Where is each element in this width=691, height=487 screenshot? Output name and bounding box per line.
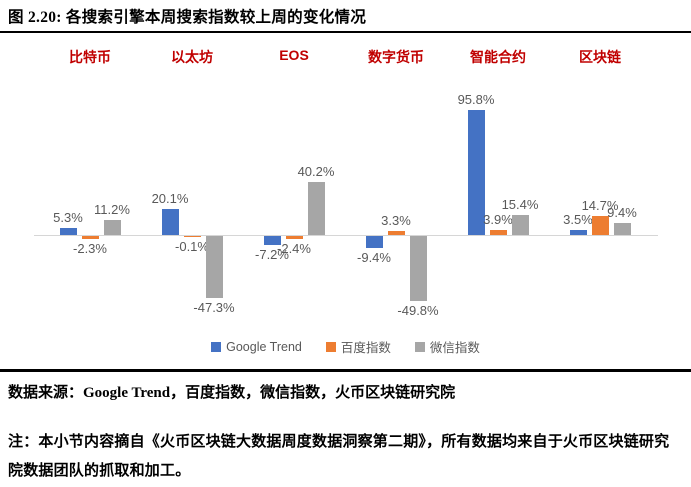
- bar: [467, 109, 485, 235]
- legend-swatch-icon: [414, 341, 425, 352]
- category-label: 比特币: [69, 49, 111, 65]
- category-label: 数字货币: [368, 49, 424, 65]
- figure-title: 图 2.20: 各搜索引擎本周搜索指数较上周的变化情况: [8, 9, 367, 26]
- bar-value-label: -47.3%: [193, 299, 235, 315]
- bar: [569, 230, 587, 235]
- legend-swatch-icon: [325, 341, 336, 352]
- category-label: 智能合约: [470, 49, 526, 65]
- bar: [183, 236, 201, 237]
- x-axis-line: [34, 235, 658, 236]
- bar: [263, 236, 281, 246]
- bar: [613, 222, 631, 235]
- legend: Google Trend 百度指数 微信指数: [0, 337, 691, 356]
- legend-item: Google Trend: [211, 340, 302, 354]
- bar-value-label: 14.7%: [581, 197, 619, 213]
- legend-item: 百度指数: [325, 337, 391, 356]
- legend-item: 微信指数: [414, 337, 480, 356]
- bar-value-label: 5.3%: [53, 210, 83, 226]
- bar: [205, 236, 223, 298]
- bar: [511, 214, 529, 235]
- legend-label: 微信指数: [429, 341, 480, 355]
- bar-value-label: -49.8%: [397, 303, 439, 319]
- bar-value-label: -7.2%: [255, 247, 289, 263]
- category-label: 区块链: [579, 49, 621, 65]
- bar: [591, 215, 609, 235]
- legend-label: Google Trend: [226, 339, 302, 354]
- bar: [103, 220, 121, 235]
- note-text: 注：本小节内容摘自《火币区块链大数据周度数据洞察第二期》，所有数据均来自于火币区…: [8, 434, 670, 480]
- figure-footer: 数据来源：Google Trend，百度指数，微信指数，火币区块链研究院: [0, 369, 691, 402]
- bar: [365, 236, 383, 249]
- category-label: EOS: [279, 47, 309, 63]
- bar-value-label: -2.3%: [73, 241, 107, 256]
- bar-chart: 比特币 以太坊 EOS 数字货币 智能合约 区块链 5.3% 20.1% -7.2% -9.4% 9…: [0, 33, 691, 369]
- data-source-text: 数据来源：Google Trend，百度指数，微信指数，火币区块链研究院: [8, 385, 456, 401]
- bar-value-label: -9.4%: [357, 250, 391, 266]
- bar-value-label: 9.4%: [607, 204, 637, 220]
- bar-value-label: 15.4%: [501, 196, 539, 212]
- bar-value-label: -0.1%: [175, 239, 209, 254]
- bar: [161, 208, 179, 235]
- bar-value-label: 3.5%: [563, 212, 593, 228]
- bar-value-label: -2.4%: [277, 241, 311, 257]
- bar-value-label: 40.2%: [297, 164, 335, 180]
- bar: [489, 229, 507, 235]
- legend-swatch-icon: [211, 341, 222, 352]
- bar: [307, 182, 325, 235]
- bar-value-label: 95.8%: [457, 91, 495, 107]
- bar: [81, 236, 99, 239]
- bar-value-label: 20.1%: [151, 190, 189, 206]
- figure-header: 图 2.20: 各搜索引擎本周搜索指数较上周的变化情况: [0, 0, 691, 33]
- bar: [285, 236, 303, 240]
- bar: [59, 228, 77, 235]
- bar: [387, 230, 405, 235]
- bar: [409, 236, 427, 302]
- bar-value-label: 3.3%: [381, 212, 411, 228]
- category-label: 以太坊: [171, 49, 213, 65]
- bar-value-label: 11.2%: [94, 202, 130, 218]
- legend-label: 百度指数: [340, 341, 391, 355]
- bar-value-label: 3.9%: [483, 211, 513, 227]
